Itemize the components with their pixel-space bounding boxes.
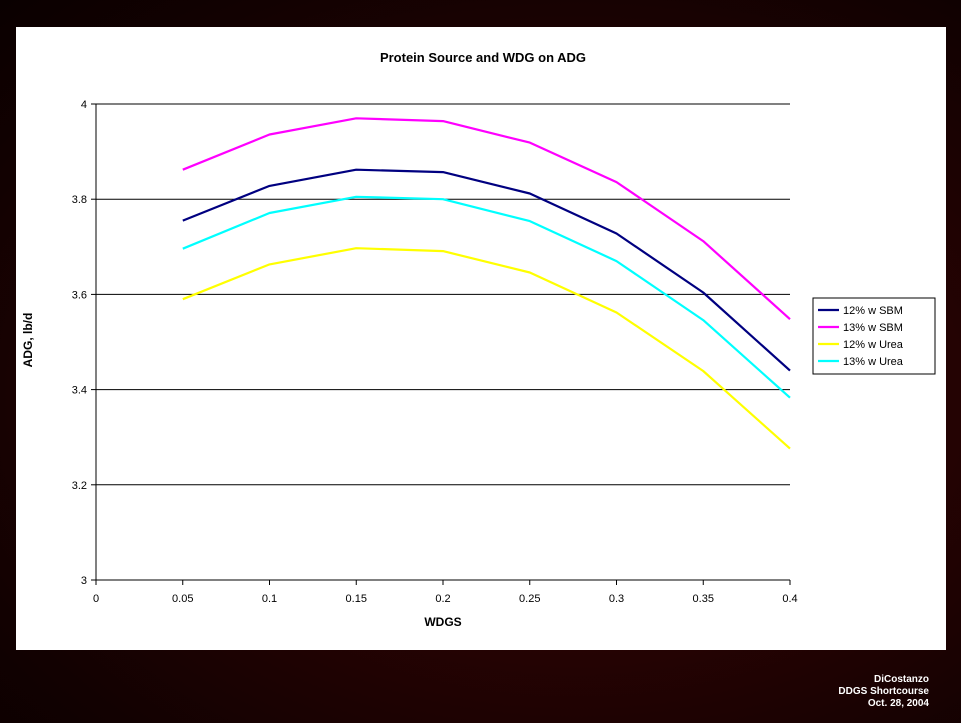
slide-footer: DiCostanzo DDGS Shortcourse Oct. 28, 200… xyxy=(729,674,929,710)
x-tick-label: 0.4 xyxy=(782,593,797,605)
footer-event: DDGS Shortcourse xyxy=(838,686,929,697)
x-tick-label: 0 xyxy=(93,593,99,605)
footer-author: DiCostanzo xyxy=(874,674,929,685)
series-line-12-w-urea xyxy=(182,247,791,450)
y-tick-label: 3.6 xyxy=(72,289,87,301)
legend-label: 12% w Urea xyxy=(843,339,904,351)
legend-label: 13% w SBM xyxy=(843,322,903,334)
series-line-13-w-sbm xyxy=(182,117,791,321)
axes xyxy=(91,103,791,585)
x-axis-title: WDGS xyxy=(424,615,461,629)
y-tick-label: 4 xyxy=(81,99,87,111)
series-line-13-w-urea xyxy=(182,195,791,399)
series-line-12-w-sbm xyxy=(182,168,791,372)
y-tick-label: 3 xyxy=(81,575,87,587)
x-tick-label: 0.15 xyxy=(346,593,367,605)
gridlines xyxy=(96,103,790,486)
legend: 12% w SBM 13% w SBM 12% w Urea 13% w Urea xyxy=(812,297,936,375)
tick-labels: 3 3.2 3.4 3.6 3.8 4 0 0.05 0.1 0.15 0.2 0.25 0.3 0.35… xyxy=(72,99,798,605)
x-tick-label: 0.2 xyxy=(435,593,450,605)
chart-title: Protein Source and WDG on ADG xyxy=(380,50,586,65)
x-tick-label: 0.35 xyxy=(693,593,714,605)
y-tick-label: 3.4 xyxy=(72,385,87,397)
x-tick-label: 0.1 xyxy=(262,593,277,605)
legend-label: 12% w SBM xyxy=(843,305,903,317)
x-tick-label: 0.25 xyxy=(519,593,540,605)
series-lines xyxy=(182,117,791,450)
x-tick-label: 0.3 xyxy=(609,593,624,605)
legend-label: 13% w Urea xyxy=(843,356,904,368)
y-axis-title: ADG, lb/d xyxy=(21,313,35,368)
footer-date: Oct. 28, 2004 xyxy=(867,698,929,709)
y-tick-label: 3.2 xyxy=(72,480,87,492)
x-tick-label: 0.05 xyxy=(172,593,193,605)
y-tick-label: 3.8 xyxy=(72,194,87,206)
